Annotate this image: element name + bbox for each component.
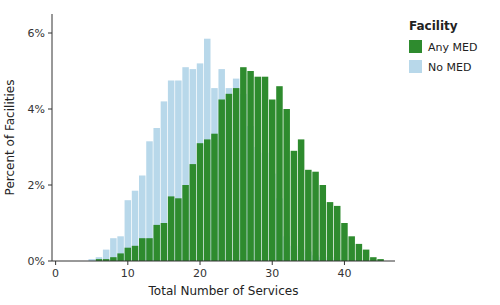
bar xyxy=(182,67,188,261)
x-tick-label: 40 xyxy=(337,267,351,280)
series xyxy=(96,67,384,261)
bar xyxy=(211,134,217,261)
x-tick xyxy=(55,261,56,265)
y-tick-label: 2% xyxy=(28,179,45,192)
legend-label: Any MED xyxy=(428,41,477,54)
bar xyxy=(370,257,376,261)
x-tick xyxy=(200,261,201,265)
x-tick xyxy=(272,261,273,265)
bars xyxy=(88,39,383,261)
bar xyxy=(211,88,217,261)
bar xyxy=(348,236,354,261)
bar xyxy=(312,172,318,261)
bar xyxy=(334,206,340,261)
y-tick-label: 4% xyxy=(28,103,45,116)
bar xyxy=(276,86,282,261)
bar xyxy=(226,88,232,261)
legend-title: Facility xyxy=(409,19,458,33)
bar xyxy=(132,246,138,261)
bar xyxy=(320,185,326,261)
bar xyxy=(247,71,253,261)
legend-swatch xyxy=(409,40,422,53)
bar xyxy=(117,253,123,261)
bar xyxy=(197,143,203,261)
bar xyxy=(182,185,188,261)
bar xyxy=(327,202,333,261)
x-tick-label: 20 xyxy=(193,267,207,280)
y-tick xyxy=(48,33,52,34)
bar xyxy=(175,198,181,261)
bar xyxy=(146,238,152,261)
bar xyxy=(168,81,174,262)
bar xyxy=(204,139,210,261)
bar xyxy=(139,238,145,261)
bar xyxy=(298,139,304,261)
bar xyxy=(110,238,116,261)
bar xyxy=(125,248,131,261)
legend-swatch xyxy=(409,60,422,73)
legend-label: No MED xyxy=(428,61,471,74)
y-tick xyxy=(48,185,52,186)
bar xyxy=(233,88,239,261)
bar xyxy=(110,257,116,261)
x-axis xyxy=(52,261,395,262)
bar xyxy=(161,101,167,261)
bar xyxy=(305,170,311,261)
bar xyxy=(341,223,347,261)
bar xyxy=(240,67,246,261)
bar xyxy=(283,109,289,261)
series xyxy=(88,39,340,261)
bar xyxy=(153,128,159,261)
bar xyxy=(125,200,131,261)
bar xyxy=(363,250,369,261)
y-axis-label: Percent of Facilities xyxy=(3,80,17,196)
bar xyxy=(269,100,275,262)
bar xyxy=(96,257,102,261)
legend: Facility Any MED No MED xyxy=(409,19,477,74)
bar xyxy=(190,164,196,261)
x-tick-label: 10 xyxy=(121,267,135,280)
y-tick-label: 0% xyxy=(28,255,45,268)
bar xyxy=(204,39,210,261)
bar xyxy=(161,223,167,261)
x-tick xyxy=(127,261,128,265)
bar xyxy=(356,244,362,261)
x-axis-label: Total Number of Services xyxy=(148,284,299,298)
bar xyxy=(168,196,174,261)
bar xyxy=(139,176,145,262)
bar xyxy=(218,100,224,262)
y-tick xyxy=(48,109,52,110)
bar xyxy=(197,63,203,261)
bar xyxy=(226,94,232,261)
bar xyxy=(291,151,297,261)
y-tick-label: 6% xyxy=(28,27,45,40)
bar xyxy=(103,250,109,261)
bar xyxy=(146,141,152,261)
bar xyxy=(255,77,261,261)
y-axis xyxy=(52,14,53,261)
bar xyxy=(153,225,159,261)
bar xyxy=(117,236,123,261)
bar xyxy=(132,191,138,261)
bar xyxy=(218,69,224,261)
bar xyxy=(190,69,196,261)
x-tick-label: 0 xyxy=(52,267,59,280)
bar xyxy=(175,81,181,262)
x-tick-label: 30 xyxy=(265,267,279,280)
chart: 0 10 20 30 40 0% 2% 4% 6% Total Number of Service… xyxy=(0,0,500,305)
x-tick xyxy=(344,261,345,265)
y-tick xyxy=(48,261,52,262)
bar xyxy=(233,79,239,261)
bar xyxy=(262,77,268,261)
